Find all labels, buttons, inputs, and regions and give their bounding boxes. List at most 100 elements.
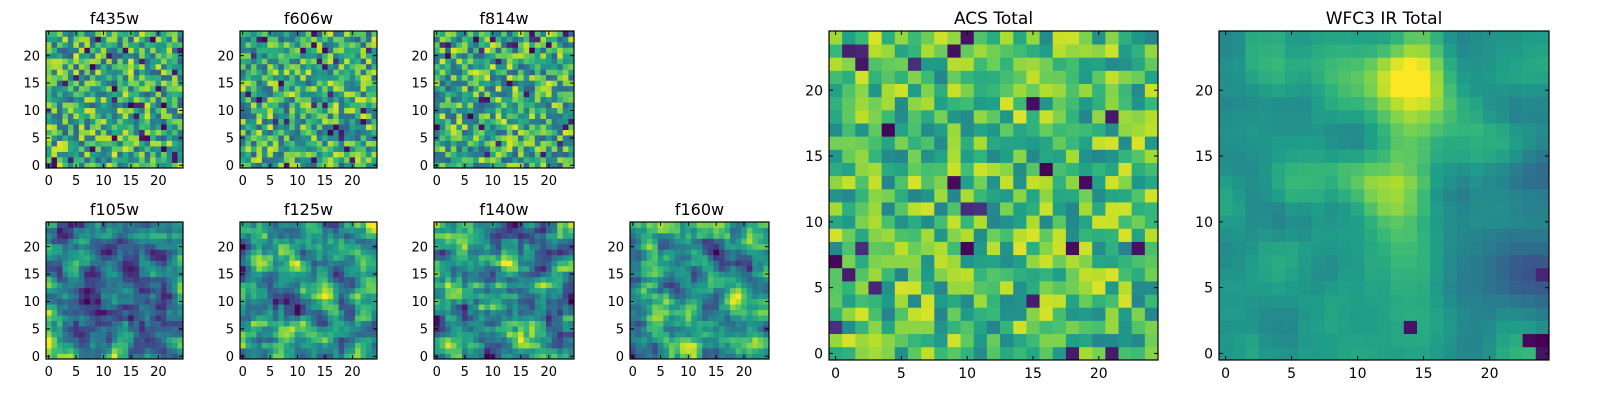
heatmap-cell: [1013, 175, 1027, 190]
heatmap-cell: [261, 337, 268, 343]
heatmap-cell: [490, 47, 496, 54]
heatmap-cell: [327, 276, 334, 283]
heatmap-cell: [256, 304, 263, 311]
heatmap-cell: [462, 271, 468, 278]
heatmap-cell: [51, 162, 58, 169]
heatmap-cell: [551, 91, 558, 98]
heatmap-cell: [256, 331, 263, 338]
heatmap-cell: [278, 222, 285, 228]
heatmap-cell: [117, 337, 124, 343]
heatmap-cell: [371, 151, 378, 158]
heatmap-cell: [338, 80, 345, 87]
heatmap-cell: [663, 348, 670, 354]
heatmap-cell: [1079, 175, 1093, 190]
heatmap-cell: [1000, 162, 1014, 177]
heatmap-cell: [327, 151, 334, 158]
heatmap-cell: [752, 348, 759, 354]
heatmap-cell: [551, 249, 558, 256]
heatmap-cell: [484, 157, 491, 163]
heatmap-cell: [333, 348, 339, 354]
heatmap-cell: [467, 107, 474, 114]
heatmap-cell: [355, 315, 361, 321]
heatmap-cell: [327, 135, 334, 141]
heatmap-cell: [540, 41, 547, 48]
heatmap-cell: [245, 102, 252, 109]
heatmap-cell: [355, 243, 361, 250]
heatmap-cell: [128, 331, 135, 338]
heatmap-cell: [305, 135, 312, 141]
heatmap-cell: [1000, 175, 1014, 190]
heatmap-cell: [439, 157, 446, 163]
heatmap-cell: [67, 157, 74, 163]
heatmap-cell: [283, 118, 290, 125]
heatmap-cell: [735, 298, 742, 305]
heatmap-cell: [568, 238, 575, 245]
heatmap-cell: [128, 107, 135, 114]
heatmap-cell: [518, 249, 524, 256]
heatmap-cell: [456, 129, 463, 136]
heatmap-cell: [161, 222, 167, 228]
heatmap-cell: [67, 129, 74, 136]
heatmap-cell: [680, 331, 686, 338]
heatmap-cell: [1026, 202, 1040, 216]
heatmap-cell: [84, 254, 91, 261]
heatmap-cell: [501, 238, 508, 245]
heatmap-cell: [56, 232, 63, 239]
heatmap-cell: [294, 326, 301, 332]
heatmap-cell: [534, 47, 541, 54]
heatmap-cell: [523, 151, 530, 158]
heatmap-cell: [172, 353, 178, 360]
heatmap-cell: [973, 281, 988, 295]
heatmap-cell: [166, 129, 173, 136]
heatmap-cell: [111, 157, 118, 163]
heatmap-cell: [568, 331, 575, 338]
heatmap-cell: [478, 276, 485, 283]
heatmap-cell: [67, 232, 74, 239]
heatmap-cell: [128, 58, 135, 65]
heatmap-cell: [450, 282, 457, 289]
heatmap-cell: [155, 47, 162, 54]
heatmap-cell: [490, 304, 496, 311]
heatmap-cell: [657, 331, 664, 338]
heatmap-cell: [311, 140, 318, 147]
heatmap-cell: [501, 74, 508, 81]
heatmap-cell: [495, 282, 502, 289]
heatmap-cell: [724, 353, 731, 360]
axes-frame: [433, 221, 575, 360]
heatmap-cell: [56, 304, 63, 311]
heatmap-cell: [161, 91, 167, 98]
heatmap-cell: [445, 249, 452, 256]
heatmap-cell: [960, 241, 975, 256]
heatmap-cell: [523, 298, 530, 305]
heatmap-cell: [534, 146, 541, 152]
heatmap-cell: [434, 113, 440, 120]
heatmap-cell: [534, 69, 541, 76]
heatmap-cell: [707, 249, 714, 256]
heatmap-cell: [534, 271, 541, 278]
x-tick-label: 5: [266, 365, 274, 380]
heatmap-cell: [763, 348, 770, 354]
heatmap-cell: [294, 118, 301, 125]
heatmap-cell: [166, 52, 173, 59]
heatmap-cell: [546, 249, 552, 256]
heatmap-cell: [78, 260, 85, 267]
heatmap-cell: [311, 146, 318, 152]
heatmap-cell: [305, 331, 312, 338]
heatmap-cell: [478, 124, 485, 130]
heatmap-cell: [177, 276, 184, 283]
heatmap-cell: [261, 36, 268, 43]
heatmap-cell: [95, 146, 102, 152]
heatmap-cell: [534, 260, 541, 267]
heatmap-cell: [261, 129, 268, 136]
heatmap-cell: [272, 342, 279, 349]
heatmap-cell: [161, 162, 167, 169]
heatmap-cell: [355, 135, 361, 141]
heatmap-cell: [934, 241, 948, 256]
heatmap-cell: [680, 298, 686, 305]
heatmap-cell: [462, 265, 468, 272]
heatmap-cell: [144, 320, 151, 327]
heatmap-cell: [907, 175, 922, 190]
heatmap-cell: [657, 304, 664, 311]
heatmap-cell: [641, 227, 648, 234]
heatmap-cell: [366, 309, 372, 316]
